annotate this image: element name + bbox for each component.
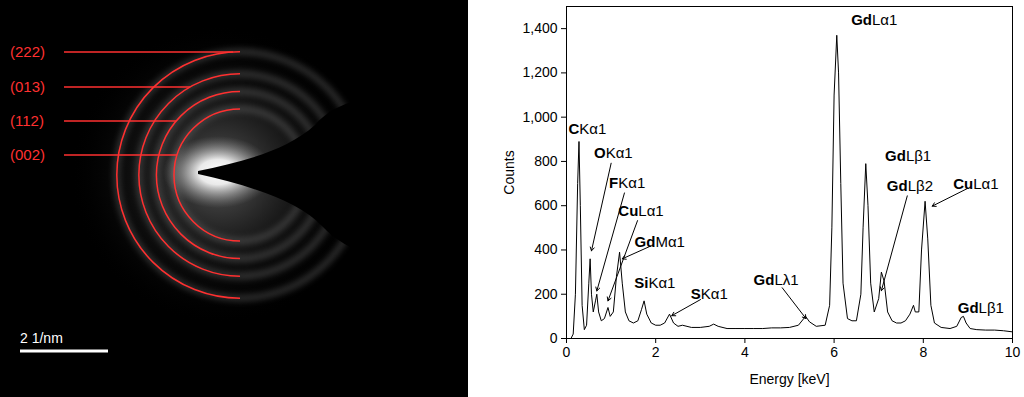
svg-text:(013): (013) [10, 78, 45, 95]
svg-text:GdLβ1: GdLβ1 [885, 147, 931, 164]
svg-text:200: 200 [534, 286, 558, 302]
svg-text:4: 4 [741, 344, 749, 360]
svg-text:OKα1: OKα1 [594, 144, 633, 161]
svg-text:2 1/nm: 2 1/nm [20, 330, 63, 346]
svg-text:8: 8 [919, 344, 927, 360]
svg-text:Energy [keV]: Energy [keV] [749, 371, 829, 387]
svg-text:600: 600 [534, 197, 558, 213]
svg-text:(112): (112) [10, 112, 44, 129]
svg-text:GdLα1: GdLα1 [851, 11, 897, 28]
svg-text:400: 400 [534, 241, 558, 257]
svg-text:800: 800 [534, 153, 558, 169]
svg-text:10: 10 [1005, 344, 1021, 360]
svg-text:CuLα1: CuLα1 [953, 175, 998, 192]
svg-text:SKα1: SKα1 [691, 285, 728, 302]
svg-text:Counts: Counts [501, 150, 517, 194]
svg-text:1,200: 1,200 [522, 64, 557, 80]
svg-text:2: 2 [652, 344, 660, 360]
svg-text:GdLλ1: GdLλ1 [754, 271, 799, 288]
svg-text:SiKα1: SiKα1 [634, 274, 675, 291]
svg-text:1,400: 1,400 [522, 20, 557, 36]
svg-text:0: 0 [550, 330, 558, 346]
svg-text:0: 0 [563, 344, 571, 360]
svg-text:CuLα1: CuLα1 [618, 202, 663, 219]
svg-text:CKα1: CKα1 [569, 120, 607, 137]
svg-text:6: 6 [830, 344, 838, 360]
svg-text:GdMα1: GdMα1 [635, 233, 685, 250]
svg-text:(002): (002) [10, 146, 45, 163]
svg-text:GdLβ1: GdLβ1 [958, 299, 1004, 316]
svg-text:GdLβ2: GdLβ2 [887, 177, 933, 194]
svg-text:(222): (222) [10, 43, 45, 60]
svg-text:1,000: 1,000 [522, 109, 557, 125]
svg-text:FKα1: FKα1 [609, 174, 645, 191]
